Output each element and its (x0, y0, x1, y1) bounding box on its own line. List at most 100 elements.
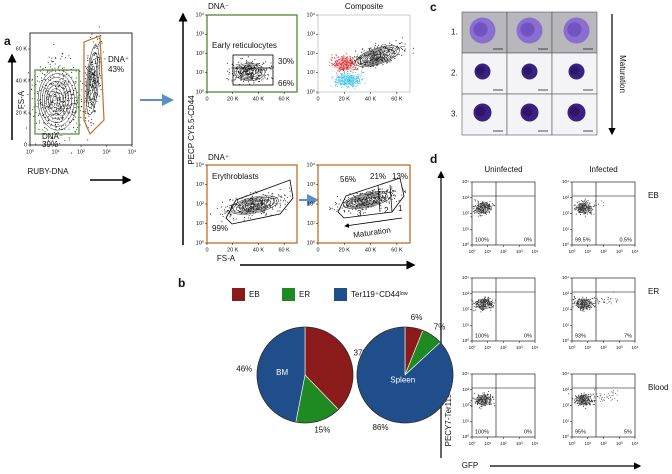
event-dot (586, 201, 587, 202)
event-dot (610, 299, 611, 300)
event-dot (85, 109, 86, 110)
event-dot (578, 299, 579, 300)
event-dot (221, 206, 222, 207)
event-dot (58, 117, 59, 118)
event-dot (608, 393, 609, 394)
x-tick-label: 10⁰ (469, 345, 476, 350)
cell-nucleus (523, 66, 532, 75)
event-dot (348, 86, 349, 87)
event-dot (595, 301, 596, 302)
event-dot (51, 91, 52, 92)
event-dot (578, 405, 579, 406)
event-dot (475, 210, 476, 211)
x-tick-label: 40 K (365, 96, 377, 102)
event-dot (260, 72, 261, 73)
event-dot (574, 302, 575, 303)
event-dot (576, 214, 577, 215)
event-dot (350, 56, 351, 57)
y-tick-label: 10³ (562, 387, 569, 392)
event-dot (332, 57, 333, 58)
event-dot (45, 67, 46, 68)
event-dot (340, 199, 341, 200)
y-tick-label: 10¹ (307, 221, 315, 227)
x-tick-label: 10⁴ (632, 249, 639, 254)
event-dot (52, 61, 53, 62)
event-dot (237, 207, 238, 208)
event-dot (575, 298, 576, 299)
event-dot (65, 75, 66, 76)
event-dot (80, 81, 81, 82)
event-dot (336, 84, 337, 85)
event-dot (598, 204, 599, 205)
y-tick-label: 10⁰ (562, 434, 569, 439)
event-dot (32, 109, 33, 110)
event-dot (389, 42, 390, 43)
cell-nucleus (520, 22, 534, 36)
event-dot (615, 393, 616, 394)
event-dot (611, 395, 612, 396)
event-dot (278, 194, 279, 195)
event-dot (585, 408, 586, 409)
event-dot (350, 71, 351, 72)
event-dot (53, 95, 54, 96)
x-tick-label: 10⁰ (469, 441, 476, 446)
event-dot (347, 71, 348, 72)
event-dot (46, 91, 47, 92)
quadrant-percent: 93% (575, 333, 586, 339)
event-dot (352, 209, 353, 210)
event-dot (471, 406, 472, 407)
event-dot (89, 110, 90, 111)
event-dot (577, 403, 578, 404)
event-dot (93, 69, 94, 70)
event-dot (391, 198, 392, 199)
event-dot (91, 108, 92, 109)
y-tick-label: 10⁴ (462, 179, 469, 184)
event-dot (100, 89, 101, 90)
event-dot (91, 103, 92, 104)
event-dot (391, 192, 392, 193)
y-tick-label: 10³ (196, 182, 204, 188)
event-dot (336, 55, 337, 56)
event-dot (488, 207, 489, 208)
data-label: 15% (314, 426, 330, 435)
y-tick-label: 10² (462, 307, 469, 312)
event-dot (235, 218, 236, 219)
y-tick-label: 10⁰ (462, 242, 469, 247)
event-dot (473, 211, 474, 212)
event-dot (333, 64, 334, 65)
event-dot (55, 110, 56, 111)
event-dot (582, 309, 583, 310)
row-label: 3. (451, 110, 458, 119)
event-dot (47, 123, 48, 124)
event-dot (329, 206, 330, 207)
y-tick-label: 10³ (307, 32, 315, 38)
event-dot (329, 65, 330, 66)
event-dot (99, 83, 100, 84)
event-dot (386, 201, 387, 202)
event-dot (593, 206, 594, 207)
event-dot (474, 303, 475, 304)
event-dot (92, 64, 93, 65)
event-dot (591, 395, 592, 396)
event-dot (40, 66, 41, 67)
event-dot (471, 299, 472, 300)
event-dot (85, 78, 86, 79)
event-dot (575, 301, 576, 302)
maturation-arrow (345, 218, 402, 226)
event-dot (474, 393, 475, 394)
event-dot (285, 209, 286, 210)
event-dot (574, 205, 575, 206)
event-dot (67, 112, 68, 113)
event-dot (60, 115, 61, 116)
x-tick-label: 20 K (227, 247, 239, 253)
event-dot (259, 63, 260, 64)
event-dot (571, 299, 572, 300)
event-dot (589, 212, 590, 213)
event-dot (347, 73, 348, 74)
event-dot (217, 208, 218, 209)
event-dot (615, 298, 616, 299)
event-dot (58, 82, 59, 83)
event-dot (258, 75, 259, 76)
event-dot (486, 207, 487, 208)
event-dot (63, 104, 64, 105)
